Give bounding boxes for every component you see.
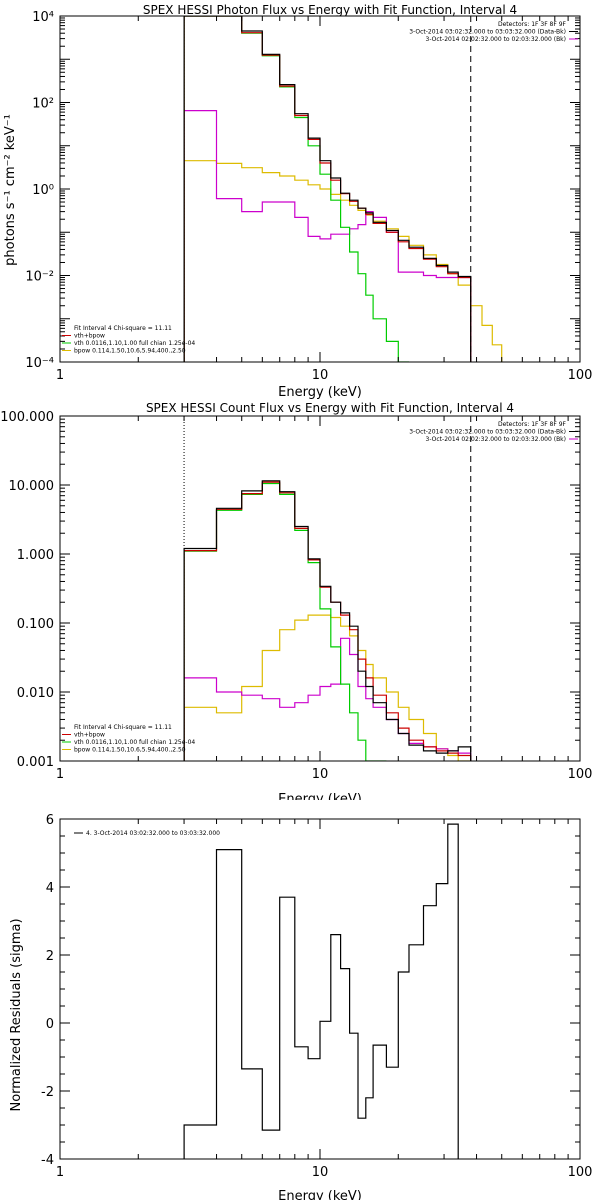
y-tick-label: 0 bbox=[46, 1017, 54, 1032]
chart-title: SPEX HESSI Count Flux vs Energy with Fit… bbox=[146, 401, 514, 415]
legend-text: vth+bpow bbox=[74, 732, 105, 739]
x-tick-label: 1 bbox=[56, 1165, 64, 1180]
y-tick-label: 0.010 bbox=[17, 686, 54, 701]
y-tick-label: 0.001 bbox=[17, 755, 54, 770]
y-tick-label: 10⁴ bbox=[32, 10, 54, 25]
series-3-line bbox=[183, 481, 472, 761]
legend-text: vth 0.0116,1.10,1.00 full chian 1.25e-04 bbox=[74, 739, 195, 746]
legend-text: 3-Oct-2014 02:02:32.000 to 02:03:32.000 … bbox=[426, 436, 567, 443]
legend-text: Detectors: 1F 3F 8F 9F bbox=[498, 421, 567, 428]
plot-area: 1 10 100 10⁻⁴ 10⁻² 10⁰ 10² 10⁴ Detectors: 1F 3F … bbox=[25, 10, 592, 383]
series-2-line bbox=[183, 482, 387, 761]
legend-text: 3-Oct-2014 02:02:32.000 to 02:03:32.000 … bbox=[426, 36, 567, 43]
residuals-chart: Normalized Residuals (sigma) Energy (keV… bbox=[9, 813, 592, 1200]
y-tick-label: 10⁰ bbox=[32, 183, 54, 198]
y-axis-label: Normalized Residuals (sigma) bbox=[9, 918, 24, 1111]
x-tick-label: 100 bbox=[568, 767, 593, 782]
y-tick-label: 1.000 bbox=[17, 548, 54, 563]
x-tick-label: 10 bbox=[312, 767, 329, 782]
y-tick-label: 10.000 bbox=[9, 479, 55, 494]
x-tick-label: 1 bbox=[56, 767, 64, 782]
series-0-line bbox=[183, 823, 459, 1159]
y-tick-label: 4 bbox=[46, 881, 54, 896]
y-tick-label: 100.000 bbox=[0, 410, 54, 425]
series-4-line bbox=[183, 480, 472, 761]
series-2-line bbox=[183, 16, 409, 362]
x-tick-label: 10 bbox=[312, 1165, 329, 1180]
x-tick-label: 100 bbox=[568, 368, 593, 383]
series-0-line bbox=[183, 160, 503, 362]
x-axis-label: Energy (keV) bbox=[278, 792, 362, 800]
legend-text: 3-Oct-2014 03:02:32.000 to 03:03:32.000 … bbox=[409, 29, 566, 36]
y-tick-label: 2 bbox=[46, 949, 54, 964]
series-1-line bbox=[183, 637, 472, 761]
y-tick-label: 6 bbox=[46, 813, 54, 828]
series-1-line bbox=[183, 110, 472, 362]
y-tick-label: 10⁻⁴ bbox=[25, 356, 54, 371]
axes-frame bbox=[59, 818, 581, 1160]
legend-text: Fit Interval 4 Chi-square = 11.11 bbox=[74, 325, 172, 332]
y-axis-label: photons s⁻¹ cm⁻² keV⁻¹ bbox=[3, 114, 18, 266]
y-tick-label: 0.100 bbox=[17, 617, 54, 632]
x-axis-label: Energy (keV) bbox=[278, 385, 362, 400]
x-axis-label: Energy (keV) bbox=[278, 1189, 362, 1200]
legend-text: 3-Oct-2014 03:02:32.000 to 03:03:32.000 … bbox=[409, 429, 566, 436]
x-tick-label: 100 bbox=[568, 1165, 593, 1180]
chart-title: SPEX HESSI Photon Flux vs Energy with Fi… bbox=[143, 3, 517, 17]
x-tick-label: 10 bbox=[312, 368, 329, 383]
series-0-line bbox=[183, 614, 471, 761]
y-tick-label: -2 bbox=[41, 1085, 54, 1100]
legend-text: vth+bpow bbox=[74, 333, 105, 340]
y-tick-label: 10² bbox=[32, 97, 54, 112]
x-tick-label: 1 bbox=[56, 368, 64, 383]
plot-area: 1 10 100 0.001 0.010 0.100 1.000 10.000 100.000 D… bbox=[0, 410, 592, 782]
series-4-line bbox=[183, 16, 472, 362]
legend-text: vth 0.0116,1.10,1.00 full chian 1.25e-04 bbox=[74, 340, 195, 347]
count-flux-chart: SPEX HESSI Count Flux vs Energy with Fit… bbox=[0, 401, 592, 800]
legend-text: bpow 0.114,1.50,10.6,5.94,400.,2.50 bbox=[74, 348, 186, 355]
legend-text: bpow 0.114,1.50,10.6,5.94,400.,2.50 bbox=[74, 747, 186, 754]
photon-flux-chart: SPEX HESSI Photon Flux vs Energy with Fi… bbox=[3, 3, 592, 400]
y-tick-label: 10⁻² bbox=[25, 270, 54, 285]
legend-text: Fit Interval 4 Chi-square = 11.11 bbox=[74, 724, 172, 731]
legend-text: Detectors: 1F 3F 8F 9F bbox=[498, 21, 567, 28]
legend-text: 4. 3-Oct-2014 03:02:32.000 to 03:03:32.0… bbox=[86, 830, 220, 837]
y-tick-label: -4 bbox=[41, 1153, 54, 1168]
plot-area: 1 10 100 -4 -2 0 2 4 6 4. 3-Oct-2014 03:02:32.000… bbox=[41, 813, 592, 1180]
